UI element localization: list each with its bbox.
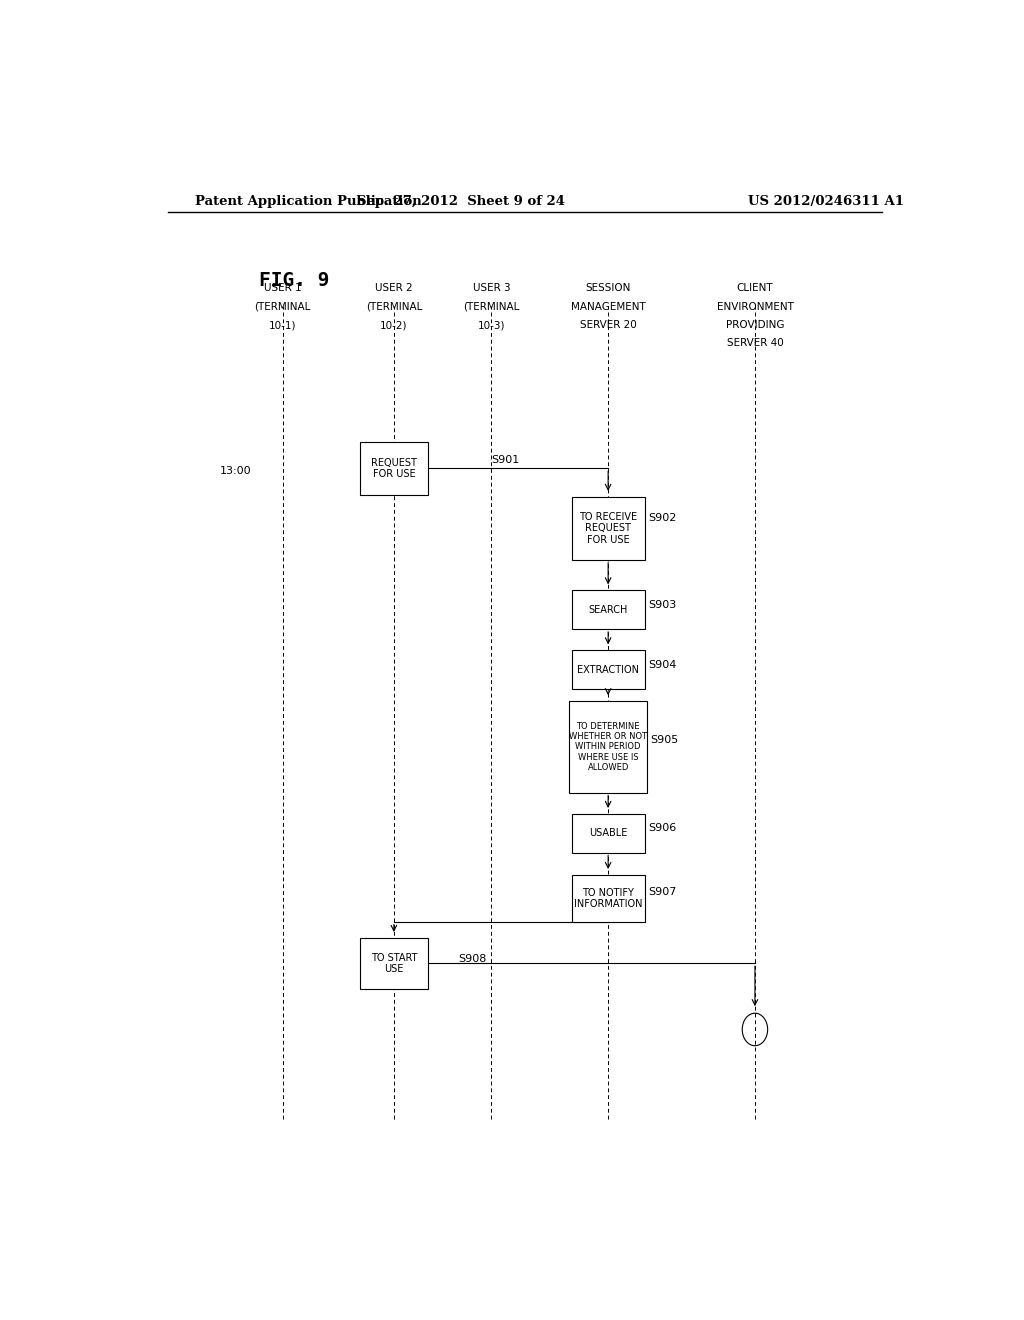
- Text: SESSION: SESSION: [586, 284, 631, 293]
- Text: S903: S903: [648, 599, 676, 610]
- Text: 10-1): 10-1): [269, 319, 297, 330]
- Text: 10-3): 10-3): [478, 319, 505, 330]
- Text: S904: S904: [648, 660, 676, 669]
- FancyBboxPatch shape: [569, 701, 647, 792]
- Text: REQUEST
FOR USE: REQUEST FOR USE: [371, 458, 417, 479]
- Text: USER 1: USER 1: [264, 284, 301, 293]
- Text: (TERMINAL: (TERMINAL: [366, 302, 422, 312]
- Text: TO RECEIVE
REQUEST
FOR USE: TO RECEIVE REQUEST FOR USE: [579, 512, 637, 545]
- Text: TO START
USE: TO START USE: [371, 953, 417, 974]
- Text: PROVIDING: PROVIDING: [726, 319, 784, 330]
- Text: SERVER 20: SERVER 20: [580, 319, 637, 330]
- Text: Sep. 27, 2012  Sheet 9 of 24: Sep. 27, 2012 Sheet 9 of 24: [357, 194, 565, 207]
- Text: TO NOTIFY
INFORMATION: TO NOTIFY INFORMATION: [573, 887, 642, 909]
- Text: 10-2): 10-2): [380, 319, 408, 330]
- Text: USER 2: USER 2: [375, 284, 413, 293]
- FancyBboxPatch shape: [571, 875, 645, 921]
- FancyBboxPatch shape: [571, 814, 645, 853]
- Text: FIG. 9: FIG. 9: [259, 271, 330, 290]
- Text: SEARCH: SEARCH: [589, 605, 628, 615]
- Text: (TERMINAL: (TERMINAL: [463, 302, 519, 312]
- Text: S908: S908: [458, 954, 486, 965]
- Text: EXTRACTION: EXTRACTION: [578, 665, 639, 675]
- Text: S905: S905: [650, 735, 679, 744]
- Text: USABLE: USABLE: [589, 828, 628, 838]
- FancyBboxPatch shape: [571, 651, 645, 689]
- FancyBboxPatch shape: [360, 939, 428, 989]
- Text: S901: S901: [492, 455, 520, 465]
- FancyBboxPatch shape: [360, 442, 428, 495]
- Text: S906: S906: [648, 824, 676, 833]
- FancyBboxPatch shape: [571, 590, 645, 630]
- Text: SERVER 40: SERVER 40: [727, 338, 783, 348]
- Text: Patent Application Publication: Patent Application Publication: [196, 194, 422, 207]
- Text: S902: S902: [648, 513, 676, 523]
- FancyBboxPatch shape: [571, 496, 645, 560]
- Text: CLIENT: CLIENT: [736, 284, 773, 293]
- Text: USER 3: USER 3: [473, 284, 510, 293]
- Text: (TERMINAL: (TERMINAL: [255, 302, 311, 312]
- Text: MANAGEMENT: MANAGEMENT: [570, 302, 645, 312]
- Text: 13:00: 13:00: [219, 466, 251, 477]
- Text: ENVIRONMENT: ENVIRONMENT: [717, 302, 794, 312]
- Text: TO DETERMINE
WHETHER OR NOT
WITHIN PERIOD
WHERE USE IS
ALLOWED: TO DETERMINE WHETHER OR NOT WITHIN PERIO…: [569, 722, 647, 772]
- Text: US 2012/0246311 A1: US 2012/0246311 A1: [749, 194, 904, 207]
- Text: S907: S907: [648, 887, 676, 898]
